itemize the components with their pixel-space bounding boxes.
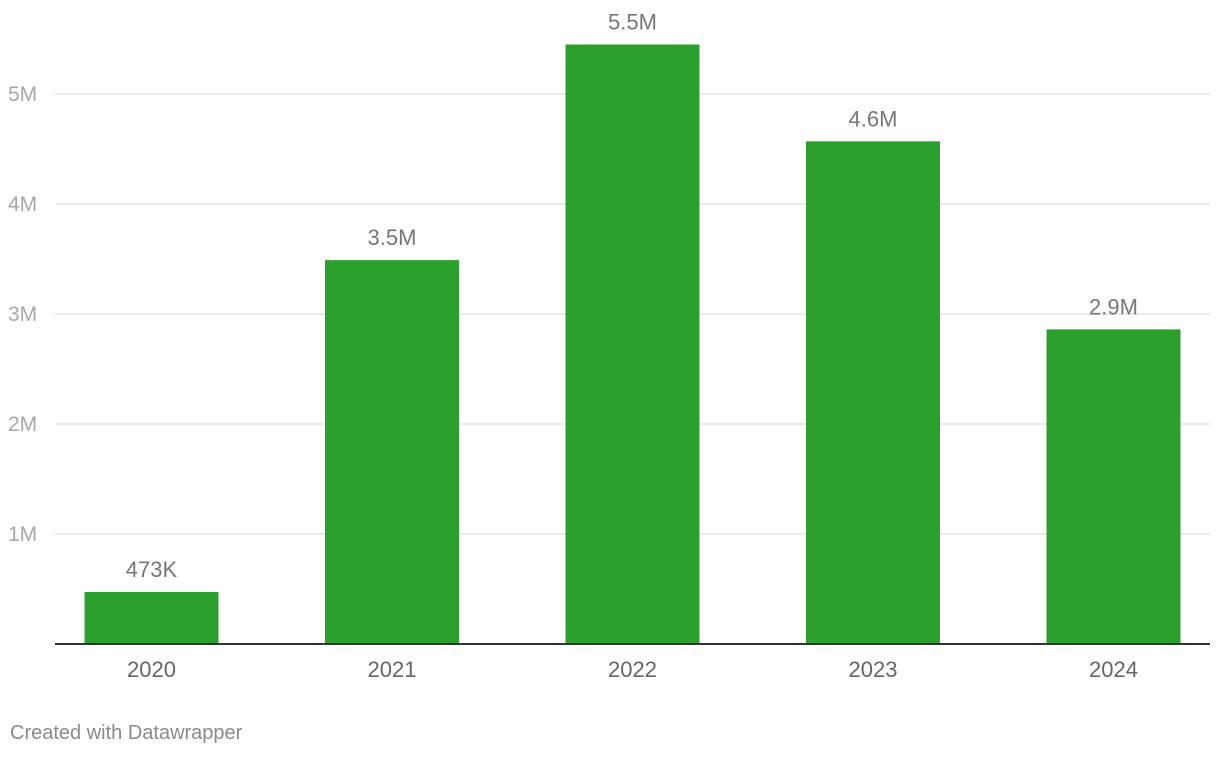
x-tick-label: 2024: [1089, 657, 1138, 682]
y-tick-label: 3M: [8, 303, 37, 326]
bar: [84, 591, 219, 644]
bar-data-label: 2.9M: [1089, 294, 1138, 319]
y-tick-label: 4M: [8, 193, 37, 216]
bar: [325, 260, 459, 644]
bar: [1046, 329, 1181, 644]
bar-chart: 1M 2M 3M 4M 5M 473K 3.5M 5.5M 4.6M 2.9M 2020 2021…: [8, 10, 1210, 682]
bar-data-label: 4.6M: [849, 106, 898, 131]
y-tick-label: 1M: [8, 523, 37, 546]
x-tick-label: 2021: [368, 657, 417, 682]
bar-data-label: 5.5M: [608, 10, 657, 35]
y-axis-tick-labels: 1M 2M 3M 4M 5M: [8, 83, 37, 546]
bar-data-labels: 473K 3.5M 5.5M 4.6M 2.9M: [126, 10, 1138, 582]
bar-data-label: 473K: [126, 557, 178, 582]
y-tick-label: 2M: [8, 413, 37, 436]
x-axis-tick-labels: 2020 2021 2022 2023 2024: [127, 657, 1138, 682]
datawrapper-credit[interactable]: Created with Datawrapper: [10, 722, 243, 744]
bar: [565, 44, 700, 644]
bar-data-label: 3.5M: [368, 225, 417, 250]
bars: [84, 44, 1181, 645]
x-tick-label: 2023: [849, 657, 898, 682]
x-tick-label: 2020: [127, 657, 176, 682]
x-tick-label: 2022: [608, 657, 657, 682]
y-tick-label: 5M: [8, 83, 37, 106]
bar: [806, 141, 940, 645]
